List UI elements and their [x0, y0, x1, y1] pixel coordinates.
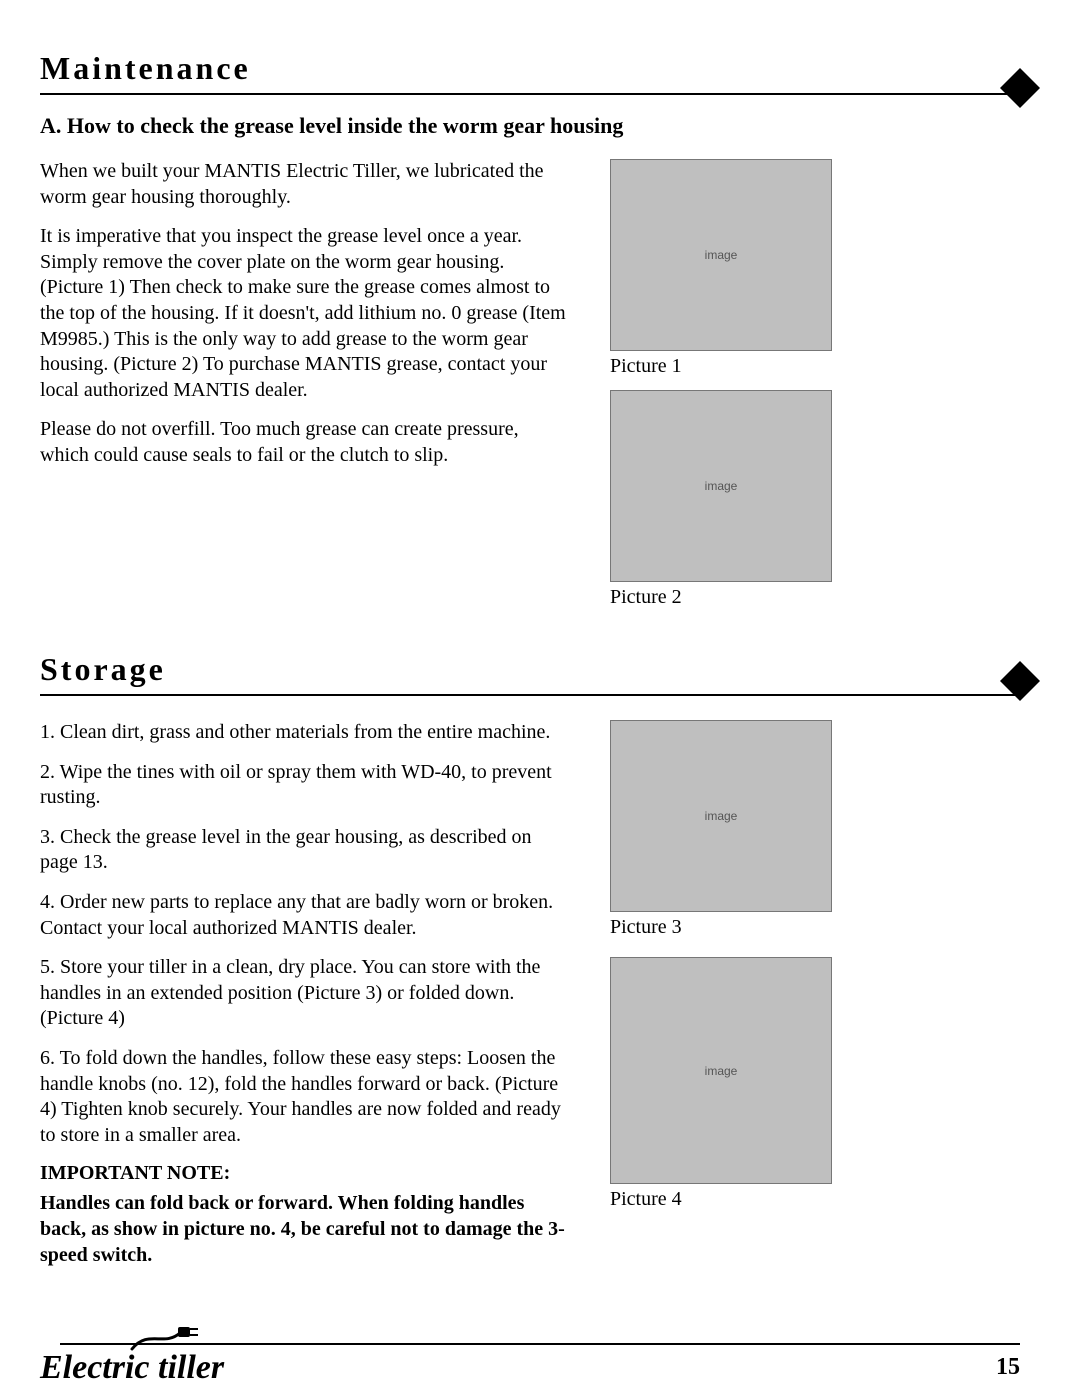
- figure-caption: Picture 2: [610, 586, 860, 609]
- maintenance-paragraph: Please do not overfill. Too much grease …: [40, 417, 570, 468]
- footer-rule: [60, 1343, 1020, 1345]
- figure-thumb: image: [610, 957, 832, 1184]
- plug-cord-icon: [130, 1319, 200, 1353]
- maintenance-heading-block: Maintenance: [40, 50, 1020, 87]
- figure-picture-4: image Picture 4: [610, 957, 860, 1211]
- section-rule: [40, 93, 1020, 95]
- figure-thumb: image: [610, 390, 832, 582]
- maintenance-paragraph: It is imperative that you inspect the gr…: [40, 224, 570, 403]
- figure-thumb: image: [610, 720, 832, 912]
- important-note-heading: IMPORTANT NOTE:: [40, 1162, 570, 1185]
- maintenance-paragraph: When we built your MANTIS Electric Tille…: [40, 159, 570, 210]
- storage-step: 2. Wipe the tines with oil or spray them…: [40, 760, 570, 811]
- storage-text-column: 1. Clean dirt, grass and other materials…: [40, 720, 570, 1282]
- figure-picture-1: image Picture 1: [610, 159, 860, 378]
- storage-image-column: image Picture 3 image Picture 4: [610, 720, 860, 1223]
- figure-thumb: image: [610, 159, 832, 351]
- storage-heading-block: Storage: [40, 651, 1020, 688]
- figure-caption: Picture 3: [610, 916, 860, 939]
- important-note-body: Handles can fold back or forward. When f…: [40, 1191, 570, 1268]
- storage-step: 1. Clean dirt, grass and other materials…: [40, 720, 570, 746]
- section-rule: [40, 694, 1020, 696]
- figure-picture-2: image Picture 2: [610, 390, 860, 609]
- storage-title: Storage: [40, 651, 1020, 688]
- manual-page: Maintenance A. How to check the grease l…: [0, 0, 1080, 1397]
- maintenance-columns: When we built your MANTIS Electric Tille…: [40, 159, 1020, 621]
- maintenance-title: Maintenance: [40, 50, 1020, 87]
- footer-brand: Electric tiller: [40, 1349, 224, 1387]
- storage-step: 5. Store your tiller in a clean, dry pla…: [40, 955, 570, 1032]
- maintenance-image-column: image Picture 1 image Picture 2: [610, 159, 860, 621]
- storage-step: 4. Order new parts to replace any that a…: [40, 890, 570, 941]
- storage-step: 3. Check the grease level in the gear ho…: [40, 825, 570, 876]
- diamond-bullet-icon: [1000, 661, 1040, 701]
- footer-page-number: 15: [996, 1354, 1020, 1381]
- storage-columns: 1. Clean dirt, grass and other materials…: [40, 720, 1020, 1282]
- figure-caption: Picture 1: [610, 355, 860, 378]
- figure-picture-3: image Picture 3: [610, 720, 860, 939]
- diamond-bullet-icon: [1000, 68, 1040, 108]
- subsection-a-heading: A. How to check the grease level inside …: [40, 113, 1020, 139]
- maintenance-text-column: When we built your MANTIS Electric Tille…: [40, 159, 570, 483]
- figure-caption: Picture 4: [610, 1188, 860, 1211]
- storage-step: 6. To fold down the handles, follow thes…: [40, 1046, 570, 1148]
